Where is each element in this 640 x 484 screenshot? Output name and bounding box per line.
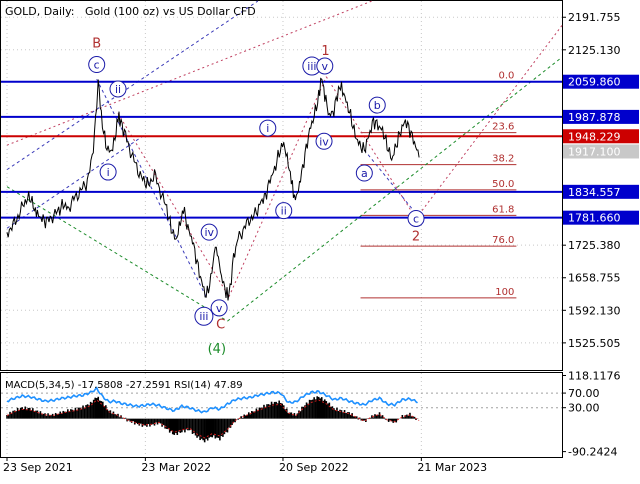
wave-label-circle-6: [210, 299, 228, 317]
macd-signal-line: [6, 399, 420, 439]
wave-label-circle-9: [259, 119, 277, 137]
wave-label-3: i: [107, 166, 110, 179]
wave-label-circle-13: [316, 57, 334, 75]
wave-label-circle-10: [275, 202, 293, 220]
level-tag-bg-3: [563, 184, 639, 199]
fib-label-6: 100: [495, 287, 514, 298]
price-tick-label-4: 1592.130: [568, 304, 621, 317]
level-tag-bg-1: [563, 109, 639, 124]
price-tick-label-3: 1658.755: [568, 272, 621, 285]
chart-description: Gold (100 oz) vs US Dollar CFD: [85, 5, 256, 18]
wave-label-14: iv: [319, 135, 329, 148]
wave-label-13: v: [322, 60, 329, 73]
channel-upper-left: [6, 0, 259, 171]
wave-label-8: (4): [208, 342, 226, 357]
wave-label-17: c: [413, 212, 419, 225]
wave-label-12: iii: [307, 60, 316, 73]
indicator-title: MACD(5,34,5) -17.5808 -27.2591 RSI(14) 4…: [5, 380, 243, 391]
fib-label-2: 38.2: [492, 154, 514, 165]
level-tag-bg-0: [563, 74, 639, 89]
indicator-tick-label-1: 70.00: [568, 387, 600, 400]
wave-3-projection: [415, 25, 563, 219]
wave-label-11: 1: [321, 44, 329, 59]
wave-label-10: ii: [281, 205, 287, 218]
indicator-tick-label-2: 30.00: [568, 402, 600, 415]
wave-4-line-a: [6, 186, 228, 322]
level-tag-label-4: 1781.660: [568, 212, 621, 225]
time-tick-label-0: 23 Sep 2021: [3, 461, 73, 474]
wave-label-18: 2: [412, 230, 420, 245]
wave-label-9: i: [266, 122, 269, 135]
time-tick-label-3: 21 Mar 2023: [417, 461, 487, 474]
fib-label-5: 76.0: [492, 235, 514, 246]
horizontal-levels-layer: [1, 80, 562, 219]
level-tag-label-3: 1834.557: [568, 186, 621, 199]
wave-4-line-b: [227, 56, 563, 322]
wave-c-decline-red: [117, 113, 230, 297]
fib-label-0: 0.0: [498, 71, 514, 82]
indicator-tick-label-0: 118.1176: [568, 370, 621, 383]
fib-label-4: 61.8: [492, 204, 514, 215]
current-price-tag-bg: [563, 144, 639, 159]
level-tag-bg-4: [563, 210, 639, 225]
wave-label-circle-16: [355, 164, 373, 182]
wave-1-rise: [228, 76, 327, 297]
price-tick-label-0: 2191.755: [568, 11, 621, 24]
price-axis-layer: 2191.755 2125.130 1725.380 1658.755 1592.130…: [562, 11, 639, 459]
indicator-tick-label-3: -90.2424: [568, 446, 617, 459]
time-axis-layer: 23 Sep 2021 23 Mar 2022 20 Sep 2022 21 Mar …: [3, 457, 487, 474]
level-tag-label-1: 1987.878: [568, 111, 621, 124]
wave-label-7: C: [216, 318, 225, 333]
chart-symbol: GOLD, Daily:: [5, 5, 75, 18]
wave-label-circle-5: [194, 306, 214, 326]
price-series-line: [6, 77, 420, 301]
level-tag-bg-2: [563, 129, 639, 144]
wave-label-1: c: [94, 59, 100, 72]
wave-label-circle-1: [88, 56, 106, 74]
wave-label-16: a: [361, 167, 368, 180]
time-tick-label-2: 20 Sep 2022: [279, 461, 349, 474]
wave-label-circle-17: [407, 209, 425, 227]
wave-label-6: v: [216, 302, 223, 315]
wave-label-5: iii: [199, 310, 208, 323]
fib-label-3: 50.0: [492, 179, 514, 190]
wave-label-circle-2: [109, 80, 127, 98]
wave-label-2: ii: [115, 83, 121, 96]
price-tick-label-1: 2125.130: [568, 44, 621, 57]
channel-red-upper: [6, 0, 373, 146]
wave-label-0: B: [92, 37, 101, 52]
wave-label-circle-4: [200, 223, 218, 241]
wave-label-circle-15: [368, 96, 386, 114]
fib-label-1: 23.6: [492, 122, 514, 133]
level-tag-label-0: 2059.860: [568, 76, 621, 89]
wave-c-decline: [96, 78, 207, 297]
indicator-layer: [1, 386, 562, 443]
price-tick-label-5: 1525.505: [568, 337, 621, 350]
price-series-layer: [6, 77, 420, 301]
wave-label-4: iv: [204, 226, 214, 239]
wave-c-projection: [363, 149, 417, 214]
level-tag-label-2: 1948.229: [568, 130, 621, 143]
wave-label-circle-3: [99, 163, 117, 181]
wave-label-15: b: [374, 99, 381, 112]
trend-lines-layer: [6, 0, 563, 322]
price-tick-label-2: 1725.380: [568, 239, 621, 252]
current-price-tag-label: 1917.100: [568, 145, 621, 158]
rsi-line: [6, 386, 418, 414]
time-tick-label-1: 23 Mar 2022: [141, 461, 211, 474]
wave-label-circle-14: [315, 132, 333, 150]
